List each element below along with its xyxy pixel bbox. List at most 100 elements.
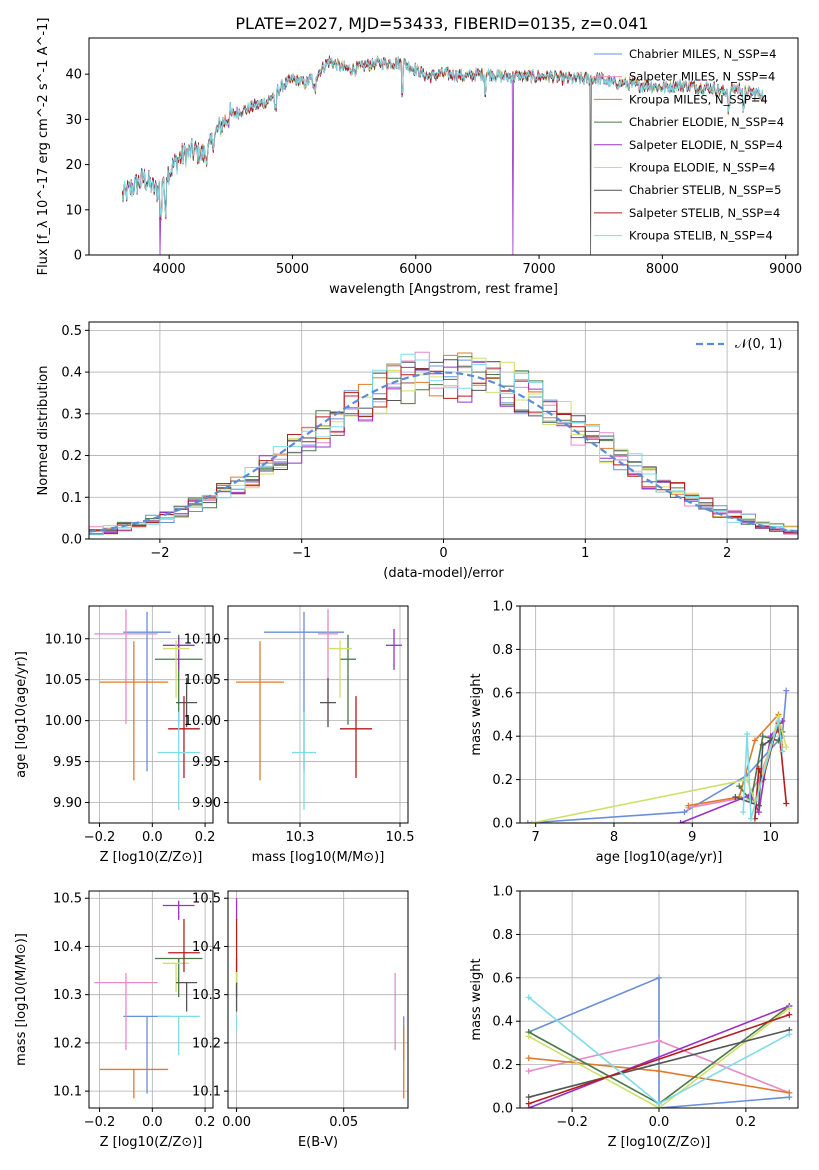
x-tick-label: 6000	[399, 262, 432, 277]
axes-frame	[227, 605, 409, 824]
errorbar-point	[176, 981, 198, 1012]
mass-weight-marker	[759, 733, 766, 740]
x-tick-label: 7	[532, 830, 540, 845]
x-tick-label: 9000	[769, 262, 802, 277]
x-tick-label: −0.2	[84, 830, 116, 845]
mass-weight-marker	[783, 687, 790, 694]
legend-label: Salpeter ELODIE, N_SSP=4	[629, 138, 783, 152]
y-tick-label: 10.1	[192, 1085, 221, 1100]
y-axis-label: age [log10(age/yr)]	[14, 651, 29, 778]
mass-weight-marker	[525, 1068, 532, 1075]
legend-label: Kroupa MILES, N_SSP=4	[629, 92, 768, 106]
mass-weight-marker	[786, 1005, 793, 1012]
axes-frame	[519, 605, 799, 824]
plot-area	[235, 898, 405, 1099]
errorbar-point	[386, 628, 402, 670]
plot-area	[94, 609, 203, 810]
plot-area	[236, 609, 402, 810]
errorbar-point	[176, 678, 198, 728]
legend-label: Chabrier MILES, N_SSP=4	[629, 47, 776, 61]
y-tick-label: 20	[65, 158, 82, 173]
errorbar-point	[99, 641, 169, 781]
age-vs-mass-panel: 10.3 10.5 9.90 9.95 10.00 10.05 10.10 mass [log…	[184, 605, 414, 865]
y-tick-label: 10	[65, 203, 82, 218]
y-tick-label: 10.10	[45, 632, 82, 647]
x-tick-label: 8	[610, 830, 618, 845]
y-tick-label: 0.3	[61, 407, 82, 422]
mass-weight-marker	[525, 994, 532, 1001]
x-tick-label: 9	[688, 830, 696, 845]
x-tick-label: 10	[762, 830, 779, 845]
y-axis-label: mass weight	[469, 958, 484, 1040]
y-axis-label: mass [log10(M/M⊙)]	[14, 933, 29, 1066]
plot-area	[121, 55, 764, 255]
x-axis-label: age [log10(age/yr)]	[596, 850, 723, 865]
errorbar-point	[340, 696, 372, 778]
mass-weight-marker	[685, 802, 692, 809]
y-tick-label: 0.6	[492, 971, 513, 986]
mass-weight-marker	[748, 815, 755, 822]
y-tick-label: 10.1	[53, 1085, 82, 1100]
y-tick-label: 0.1	[61, 491, 82, 506]
errorbar-point	[157, 1015, 200, 1055]
x-tick-label: −1	[292, 546, 311, 561]
y-tick-label: 10.3	[192, 988, 221, 1003]
mass-weight-vs-metallicity-panel: −0.2 0.0 0.2 0.0 0.2 0.4 0.6 0.8 1.0 Z [log10(Z/Z…	[469, 885, 799, 1150]
y-tick-label: 1.0	[492, 885, 513, 900]
mass-weight-marker	[744, 731, 751, 738]
mass-weight-marker	[775, 718, 782, 725]
residual-histogram-panel: −2 −1 0 1 2 0.0 0.1 0.2 0.3 0.4 0.5 (data-model)/er…	[36, 321, 799, 581]
legend-label: Kroupa ELODIE, N_SSP=4	[629, 161, 775, 175]
normal-distribution-curve	[89, 371, 798, 533]
x-tick-label: −0.2	[84, 1115, 116, 1130]
x-tick-label: −2	[150, 546, 169, 561]
mass-weight-marker	[779, 748, 786, 755]
figure-title: PLATE=2027, MJD=53433, FIBERID=0135, z=0…	[235, 14, 648, 33]
legend-label: Salpeter MILES, N_SSP=4	[629, 70, 775, 84]
mass-weight-marker	[732, 793, 739, 800]
errorbar-point	[292, 711, 316, 810]
mass-weight-marker	[755, 765, 762, 772]
x-tick-label: 0.0	[142, 1115, 163, 1130]
y-tick-label: 10.4	[53, 940, 82, 955]
x-tick-label: 0	[439, 546, 447, 561]
errorbar-point	[162, 900, 195, 920]
axes-frame	[227, 890, 409, 1109]
y-tick-label: 10.00	[184, 714, 221, 729]
x-tick-label: 1	[581, 546, 589, 561]
y-tick-label: 10.5	[53, 892, 82, 907]
errorbar-point	[236, 641, 284, 781]
spectrum-panel: 4000 5000 6000 7000 8000 9000 0 10 20 30 40 wavelen…	[36, 18, 802, 297]
legend-label: Kroupa STELIB, N_SSP=4	[629, 229, 773, 243]
mass-weight-series-line	[528, 1013, 790, 1105]
y-tick-label: 1.0	[492, 600, 513, 615]
x-tick-label: 0.0	[649, 1115, 670, 1130]
y-tick-label: 40	[65, 68, 82, 83]
y-tick-label: 0.0	[492, 817, 513, 832]
y-tick-label: 0.4	[61, 366, 82, 381]
y-tick-label: 10.10	[184, 632, 221, 647]
mass-weight-marker	[656, 1068, 662, 1075]
mass-weight-marker	[525, 1100, 532, 1107]
x-tick-label: 10.3	[286, 830, 315, 845]
errorbar-point	[168, 696, 200, 778]
errorbar-point	[162, 637, 195, 670]
mass-weight-marker	[751, 737, 758, 744]
x-tick-label: 4000	[153, 262, 186, 277]
y-tick-label: 10.2	[53, 1036, 82, 1051]
mass-weight-marker	[755, 802, 762, 809]
mass-weight-marker	[677, 820, 684, 823]
y-tick-label: 0.2	[61, 449, 82, 464]
y-axis-label: mass weight	[469, 673, 484, 755]
x-tick-label: −0.2	[556, 1115, 588, 1130]
mass-weight-marker	[656, 1037, 662, 1044]
x-axis-label: Z [log10(Z/Z⊙)]	[100, 1135, 203, 1150]
y-tick-label: 9.95	[192, 755, 221, 770]
mass-weight-marker	[786, 1011, 793, 1018]
errorbar-point	[94, 972, 158, 1051]
y-tick-label: 10.4	[192, 940, 221, 955]
x-axis-label: E(B-V)	[298, 1135, 338, 1150]
mass-weight-marker	[755, 809, 762, 816]
y-tick-label: 30	[65, 113, 82, 128]
